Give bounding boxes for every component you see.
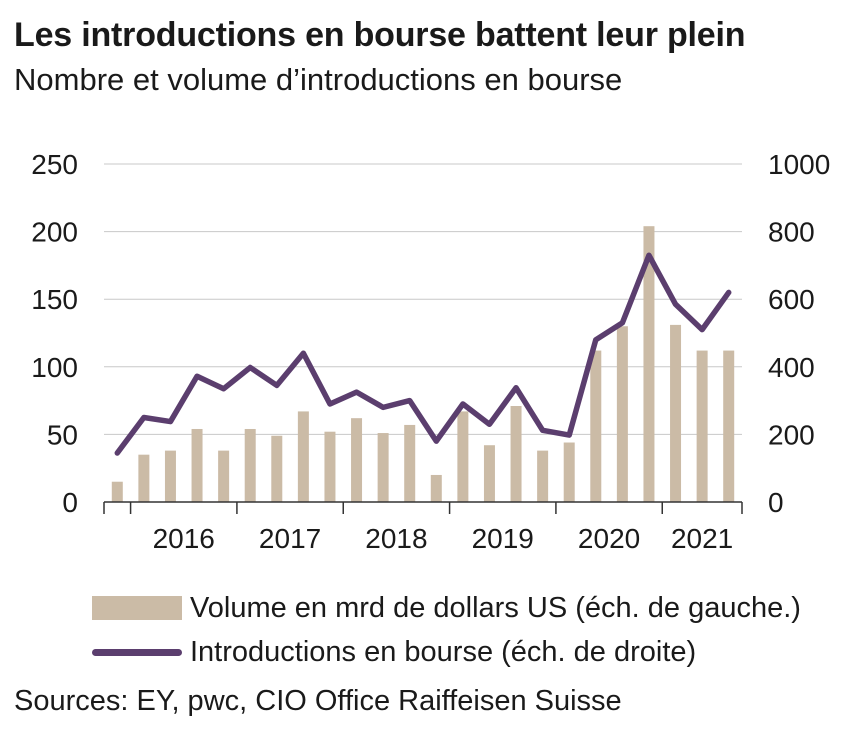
line-series-path bbox=[114, 252, 732, 456]
bar bbox=[430, 474, 442, 502]
legend: Volume en mrd de dollars US (éch. de gau… bbox=[92, 586, 801, 674]
year-label: 2017 bbox=[259, 523, 321, 554]
legend-swatch-bar bbox=[92, 596, 182, 620]
left-tick-label: 200 bbox=[31, 217, 78, 248]
grid-lines bbox=[104, 163, 742, 435]
right-tick-label: 800 bbox=[768, 217, 815, 248]
bar bbox=[297, 411, 309, 502]
right-tick-label: 200 bbox=[768, 419, 815, 450]
bar bbox=[723, 350, 735, 502]
source-note: Sources: EY, pwc, CIO Office Raiffeisen … bbox=[14, 685, 622, 717]
line-series bbox=[114, 252, 732, 456]
bar bbox=[218, 450, 230, 502]
year-label: 2018 bbox=[365, 523, 427, 554]
bar bbox=[191, 428, 203, 502]
bar bbox=[590, 350, 602, 502]
chart-title: Les introductions en bourse battent leur… bbox=[14, 16, 746, 54]
left-tick-label: 50 bbox=[47, 419, 78, 450]
bar bbox=[537, 450, 549, 502]
bar bbox=[510, 406, 522, 502]
left-axis-ticks: 250 200 150 100 50 0 bbox=[31, 149, 78, 518]
bar bbox=[244, 428, 256, 502]
year-label: 2016 bbox=[153, 523, 215, 554]
bar bbox=[670, 324, 682, 502]
bar bbox=[696, 350, 708, 502]
chart-subtitle: Nombre et volume d’introductions en bour… bbox=[14, 62, 623, 97]
legend-swatch-line bbox=[92, 648, 182, 656]
bar bbox=[351, 418, 363, 502]
year-label: 2020 bbox=[578, 523, 640, 554]
right-tick-label: 400 bbox=[768, 352, 815, 383]
legend-label-volume: Volume en mrd de dollars US (éch. de gau… bbox=[190, 591, 801, 624]
left-tick-label: 0 bbox=[62, 487, 78, 518]
right-tick-label: 600 bbox=[768, 284, 815, 315]
bar bbox=[457, 411, 469, 502]
right-tick-label: 0 bbox=[768, 487, 784, 518]
left-tick-label: 150 bbox=[31, 284, 78, 315]
bar bbox=[138, 454, 150, 502]
bar bbox=[563, 442, 575, 502]
right-tick-label: 1000 bbox=[768, 149, 830, 180]
left-tick-label: 250 bbox=[31, 149, 78, 180]
bar bbox=[324, 431, 336, 502]
legend-label-ipos: Introductions en bourse (éch. de droite) bbox=[190, 635, 697, 668]
year-label: 2021 bbox=[671, 523, 733, 554]
bar bbox=[111, 481, 123, 502]
bar bbox=[164, 450, 176, 502]
x-axis bbox=[103, 501, 743, 514]
bar bbox=[643, 226, 655, 502]
bar-series bbox=[111, 226, 735, 502]
bar bbox=[404, 424, 416, 502]
bar bbox=[271, 435, 283, 502]
legend-item-ipos: Introductions en bourse (éch. de droite) bbox=[92, 630, 801, 674]
x-axis-year-labels: 2016 2017 2018 2019 2020 2021 bbox=[153, 523, 734, 554]
bar bbox=[616, 326, 628, 502]
left-tick-label: 100 bbox=[31, 352, 78, 383]
right-axis-ticks: 1000 800 600 400 200 0 bbox=[768, 149, 830, 518]
bar bbox=[483, 445, 495, 502]
legend-item-volume: Volume en mrd de dollars US (éch. de gau… bbox=[92, 586, 801, 630]
bar bbox=[377, 433, 389, 502]
year-label: 2019 bbox=[472, 523, 534, 554]
